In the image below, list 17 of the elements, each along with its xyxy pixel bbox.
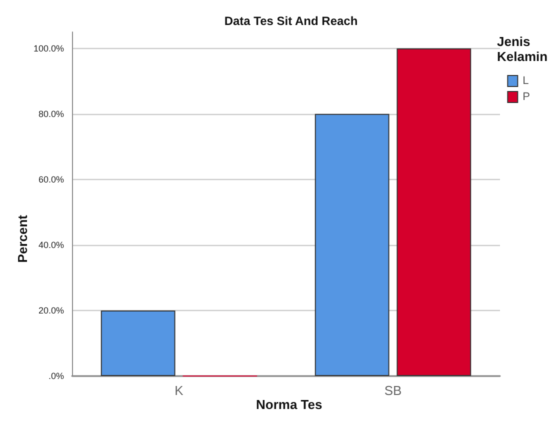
y-tick-label: 100.0% [33, 43, 64, 54]
legend-label: L [522, 75, 529, 87]
x-tick-label: SB [384, 383, 402, 398]
bar [314, 114, 390, 376]
legend-label: P [522, 91, 530, 103]
bar [100, 310, 176, 376]
y-tick-label: 60.0% [38, 174, 64, 184]
chart-title: Data Tes Sit And Reach [224, 14, 358, 28]
x-axis-title: Norma Tes [256, 397, 322, 412]
y-tick-label: .0% [48, 371, 64, 381]
y-axis-title: Percent [15, 214, 30, 263]
bar [396, 48, 472, 376]
y-tick-label: 80.0% [38, 108, 64, 119]
legend-title: Jenis Kelamin [497, 34, 548, 64]
y-tick-label: 20.0% [38, 305, 64, 316]
y-tick-label: 40.0% [38, 240, 64, 250]
x-tick-label: K [174, 383, 184, 398]
